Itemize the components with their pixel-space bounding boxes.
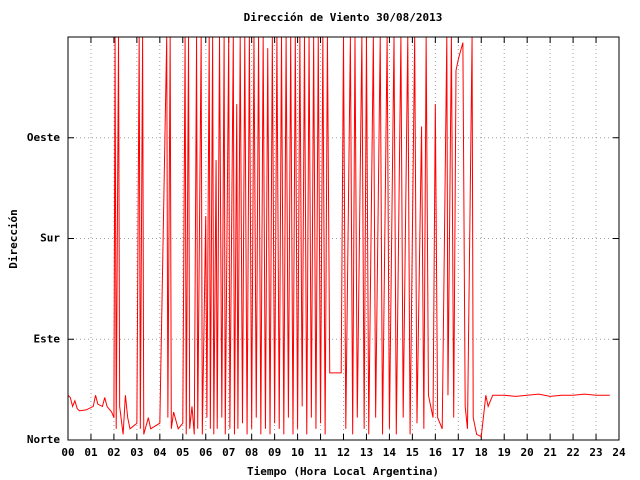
- y-tick-label: Este: [34, 332, 61, 345]
- x-axis-label: Tiempo (Hora Local Argentina): [247, 465, 439, 478]
- x-tick-label: 11: [314, 446, 328, 459]
- y-tick-label: Norte: [27, 433, 60, 446]
- y-axis-label: Dirección: [7, 209, 20, 269]
- x-tick-label: 00: [61, 446, 74, 459]
- x-tick-label: 13: [360, 446, 373, 459]
- x-tick-label: 23: [589, 446, 602, 459]
- plot-frame: [67, 36, 620, 441]
- x-tick-label: 20: [521, 446, 534, 459]
- x-tick-label: 18: [475, 446, 488, 459]
- x-tick-label: 22: [566, 446, 579, 459]
- y-tick-label: Oeste: [27, 131, 60, 144]
- x-tick-label: 04: [153, 446, 167, 459]
- x-tick-label: 19: [498, 446, 511, 459]
- x-tick-label: 21: [544, 446, 558, 459]
- wind-direction-line: [67, 36, 610, 438]
- x-tick-label: 01: [84, 446, 98, 459]
- x-tick-label: 24: [612, 446, 626, 459]
- x-tick-label: 16: [429, 446, 443, 459]
- chart-title: Dirección de Viento 30/08/2013: [244, 11, 443, 24]
- y-tick-label: Sur: [40, 232, 60, 245]
- x-tick-label: 12: [337, 446, 350, 459]
- x-tick-label: 14: [383, 446, 397, 459]
- x-tick-label: 15: [406, 446, 419, 459]
- x-tick-label: 02: [107, 446, 120, 459]
- x-tick-label: 17: [452, 446, 465, 459]
- x-tick-label: 03: [130, 446, 143, 459]
- x-tick-label: 08: [245, 446, 258, 459]
- x-tick-label: 10: [291, 446, 304, 459]
- x-tick-label: 09: [268, 446, 281, 459]
- x-tick-label: 06: [199, 446, 213, 459]
- x-tick-label: 05: [176, 446, 189, 459]
- x-tick-label: 07: [222, 446, 235, 459]
